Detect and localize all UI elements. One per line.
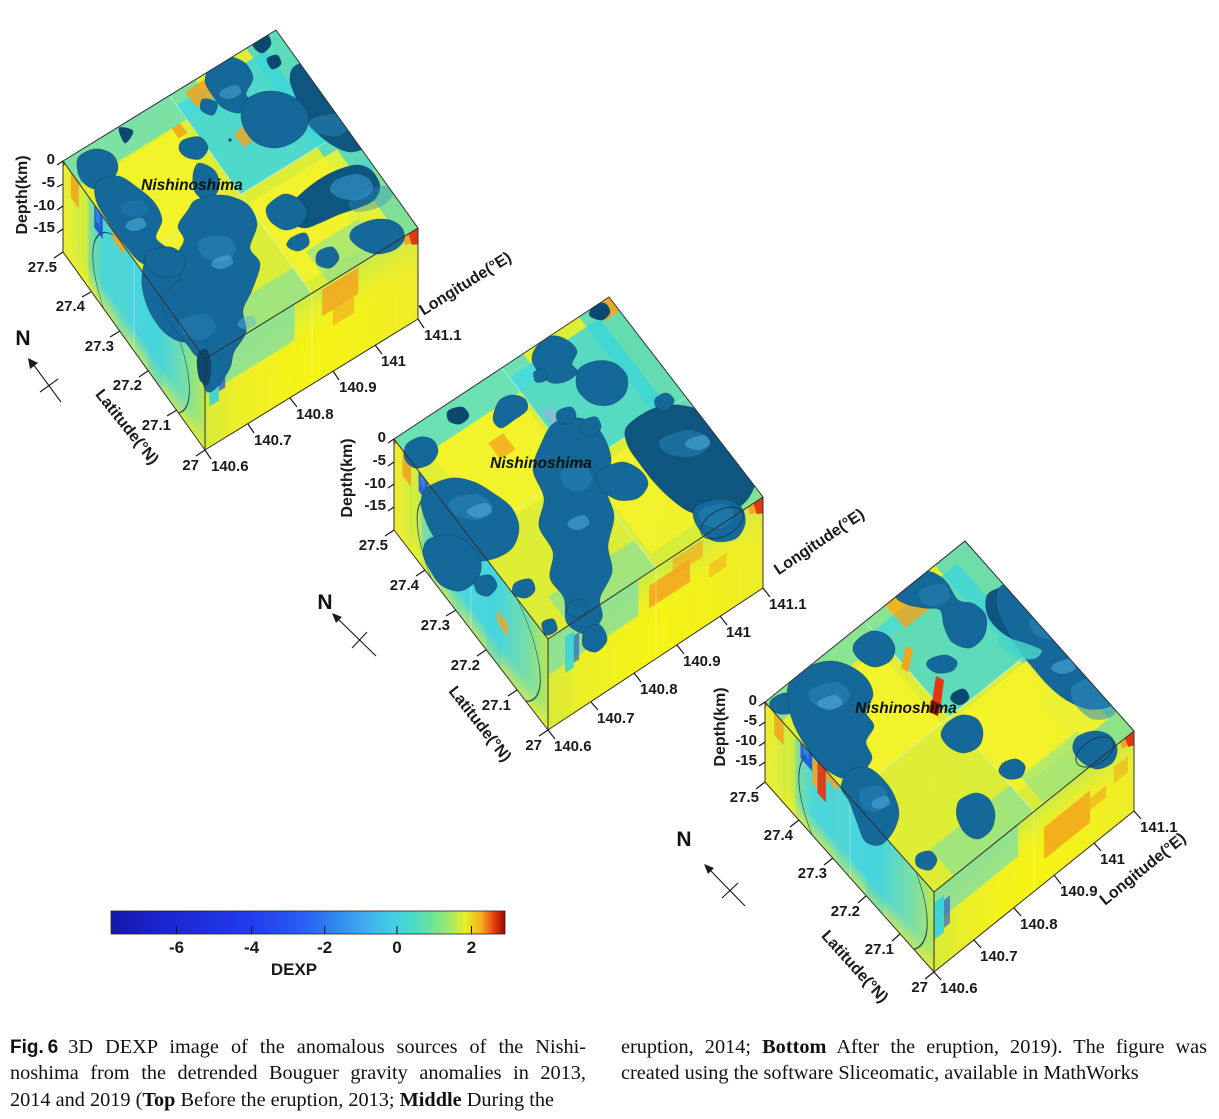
svg-text:141.1: 141.1 [1140, 819, 1178, 836]
svg-text:27.2: 27.2 [831, 903, 860, 920]
svg-text:27.5: 27.5 [359, 537, 388, 554]
svg-text:27.2: 27.2 [451, 657, 480, 674]
svg-text:2: 2 [467, 938, 476, 957]
svg-text:140.7: 140.7 [254, 432, 292, 449]
svg-text:-10: -10 [33, 197, 55, 214]
svg-text:Longitude(°E): Longitude(°E) [771, 506, 868, 579]
svg-text:DEXP: DEXP [271, 960, 317, 979]
svg-text:N: N [676, 828, 691, 851]
svg-text:27.4: 27.4 [390, 577, 420, 594]
svg-text:27: 27 [911, 979, 928, 996]
svg-text:141.1: 141.1 [424, 327, 462, 344]
svg-text:Longitude(°E): Longitude(°E) [417, 249, 515, 319]
svg-text:27.1: 27.1 [482, 697, 511, 714]
svg-text:140.6: 140.6 [211, 458, 249, 475]
svg-text:27: 27 [182, 457, 199, 474]
svg-text:-10: -10 [364, 475, 386, 492]
svg-text:140.9: 140.9 [339, 379, 377, 396]
svg-text:27.5: 27.5 [28, 259, 57, 276]
svg-text:27.3: 27.3 [798, 865, 827, 882]
svg-text:27.1: 27.1 [865, 941, 894, 958]
svg-text:-15: -15 [33, 219, 55, 236]
svg-text:0: 0 [749, 692, 757, 709]
svg-text:N: N [317, 591, 332, 614]
svg-text:27.3: 27.3 [421, 617, 450, 634]
svg-text:Depth(km): Depth(km) [339, 438, 356, 517]
svg-text:27.1: 27.1 [142, 417, 171, 434]
svg-text:-10: -10 [735, 732, 757, 749]
svg-text:27: 27 [525, 737, 542, 754]
svg-text:0: 0 [47, 151, 55, 168]
svg-text:N: N [15, 327, 30, 350]
svg-text:140.8: 140.8 [296, 406, 334, 423]
svg-text:141: 141 [726, 624, 751, 641]
svg-text:140.7: 140.7 [980, 948, 1018, 965]
svg-text:27.5: 27.5 [730, 789, 759, 806]
svg-text:0: 0 [392, 938, 401, 957]
svg-text:141: 141 [1100, 851, 1125, 868]
svg-text:140.8: 140.8 [1020, 916, 1058, 933]
svg-text:-15: -15 [735, 752, 757, 769]
svg-text:Nishinoshima: Nishinoshima [490, 455, 592, 472]
svg-text:Depth(km): Depth(km) [712, 687, 729, 766]
svg-text:-5: -5 [744, 712, 757, 729]
svg-text:27.4: 27.4 [764, 827, 794, 844]
svg-text:140.9: 140.9 [683, 653, 721, 670]
svg-text:-4: -4 [244, 938, 260, 957]
svg-text:-15: -15 [364, 497, 386, 514]
svg-text:27.4: 27.4 [56, 298, 86, 315]
svg-text:-2: -2 [317, 938, 332, 957]
svg-text:0: 0 [378, 429, 386, 446]
svg-text:Nishinoshima: Nishinoshima [855, 700, 957, 717]
svg-text:140.7: 140.7 [597, 710, 635, 727]
svg-text:-5: -5 [373, 452, 386, 469]
svg-text:140.6: 140.6 [940, 980, 978, 997]
svg-text:141.1: 141.1 [769, 596, 807, 613]
svg-text:-5: -5 [42, 174, 55, 191]
svg-text:Depth(km): Depth(km) [14, 155, 31, 234]
svg-text:140.6: 140.6 [554, 738, 592, 755]
svg-text:141: 141 [381, 353, 406, 370]
svg-text:Latitude(°N): Latitude(°N) [445, 683, 514, 765]
svg-text:27.2: 27.2 [113, 377, 142, 394]
svg-text:140.8: 140.8 [640, 681, 678, 698]
svg-text:Latitude(°N): Latitude(°N) [818, 928, 891, 1007]
svg-text:Nishinoshima: Nishinoshima [141, 177, 243, 194]
svg-text:-6: -6 [169, 938, 184, 957]
svg-text:27.3: 27.3 [85, 338, 114, 355]
svg-text:Longitude(°E): Longitude(°E) [1097, 830, 1190, 909]
svg-text:140.9: 140.9 [1060, 883, 1098, 900]
